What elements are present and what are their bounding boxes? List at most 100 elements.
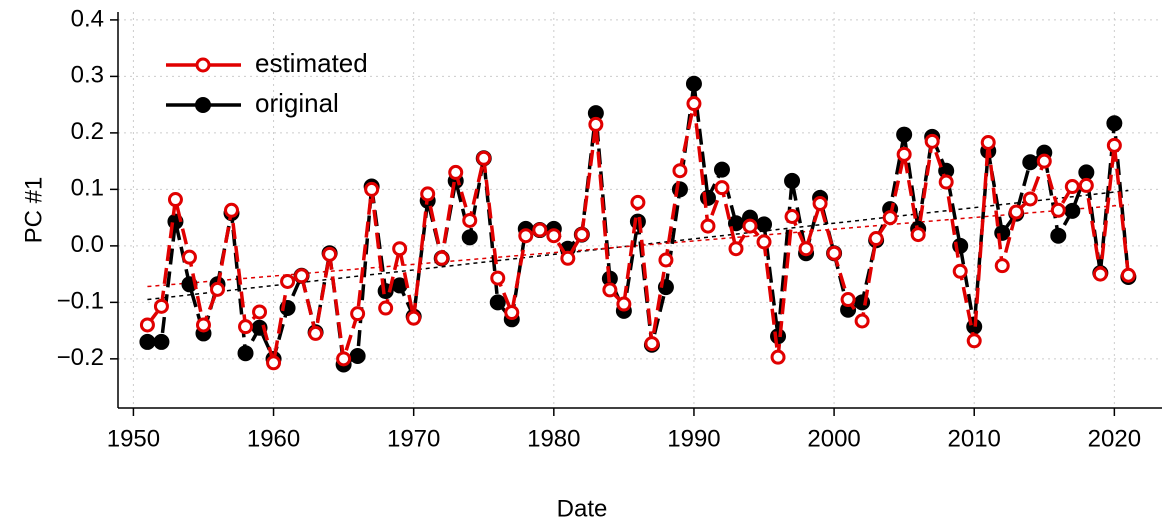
point	[392, 241, 408, 257]
point	[616, 296, 632, 312]
point	[1064, 179, 1080, 195]
point	[966, 333, 982, 349]
y-tick-label: 0.3	[71, 62, 104, 89]
y-tick-label: 0.2	[71, 118, 104, 145]
point	[322, 246, 338, 262]
y-tick-label: 0.1	[71, 175, 104, 202]
point	[924, 133, 940, 149]
point	[462, 212, 478, 228]
point	[153, 298, 169, 314]
point	[686, 96, 702, 112]
point	[1078, 164, 1095, 181]
point	[238, 319, 254, 335]
point	[756, 216, 773, 233]
point	[644, 336, 660, 352]
point	[546, 228, 562, 244]
point	[714, 180, 730, 196]
point	[434, 250, 450, 266]
point	[294, 268, 310, 284]
x-tick-label: 1990	[667, 425, 720, 452]
point	[1120, 267, 1136, 283]
point	[518, 228, 534, 244]
x-tick-label: 2000	[807, 425, 860, 452]
legend-marker	[195, 97, 211, 113]
point	[770, 328, 787, 345]
y-tick-label: −0.1	[57, 288, 104, 315]
point	[1078, 177, 1094, 193]
point	[630, 194, 646, 210]
point	[629, 213, 646, 230]
point	[602, 282, 618, 298]
point	[532, 222, 548, 238]
point	[574, 227, 590, 243]
y-axis-label: PC #1	[20, 177, 47, 244]
point	[461, 229, 478, 246]
point	[350, 306, 366, 322]
x-tick-label: 1950	[107, 425, 160, 452]
y-tick-label: 0.0	[71, 231, 104, 258]
point	[378, 300, 394, 316]
legend-label: estimated	[255, 48, 368, 78]
point	[280, 273, 296, 289]
point	[237, 345, 254, 362]
x-tick-label: 1980	[527, 425, 580, 452]
x-tick-label: 2020	[1088, 425, 1141, 452]
point	[195, 317, 211, 333]
y-tick-label: 0.4	[71, 5, 104, 32]
point	[896, 146, 912, 162]
point	[490, 270, 506, 286]
point	[153, 333, 170, 350]
legend-label: original	[255, 88, 339, 118]
point	[181, 249, 197, 265]
point	[504, 305, 520, 321]
point	[1008, 204, 1024, 220]
x-tick-label: 2010	[948, 425, 1001, 452]
point	[742, 218, 758, 234]
point	[1106, 137, 1122, 153]
point	[560, 250, 576, 266]
point	[349, 348, 366, 365]
point	[1022, 191, 1038, 207]
point	[770, 349, 786, 365]
point	[784, 172, 801, 189]
point	[854, 313, 870, 329]
point	[476, 150, 492, 166]
point	[896, 126, 913, 143]
point	[868, 231, 884, 247]
point	[1036, 153, 1052, 169]
point	[700, 218, 716, 234]
point	[139, 333, 156, 350]
point	[812, 196, 828, 212]
y-tick-label: −0.2	[57, 344, 104, 371]
point	[420, 186, 436, 202]
point	[994, 258, 1010, 274]
point	[938, 174, 954, 190]
point	[266, 355, 282, 371]
point	[448, 164, 464, 180]
point	[672, 163, 688, 179]
point	[1092, 266, 1108, 282]
legend-marker	[195, 57, 211, 73]
point	[713, 161, 730, 178]
point	[167, 192, 183, 208]
point	[994, 224, 1011, 241]
point	[980, 134, 996, 150]
point	[336, 351, 352, 367]
point	[406, 310, 422, 326]
point	[784, 208, 800, 224]
point	[728, 241, 744, 257]
point	[1050, 227, 1067, 244]
point	[1106, 115, 1123, 132]
point	[252, 304, 268, 320]
point	[658, 252, 674, 268]
point	[364, 181, 380, 197]
point	[882, 210, 898, 226]
point	[1064, 202, 1081, 219]
x-axis-label: Date	[557, 495, 608, 522]
point	[756, 234, 772, 250]
x-tick-label: 1970	[387, 425, 440, 452]
point	[588, 116, 604, 132]
point	[308, 325, 324, 341]
point	[910, 227, 926, 243]
